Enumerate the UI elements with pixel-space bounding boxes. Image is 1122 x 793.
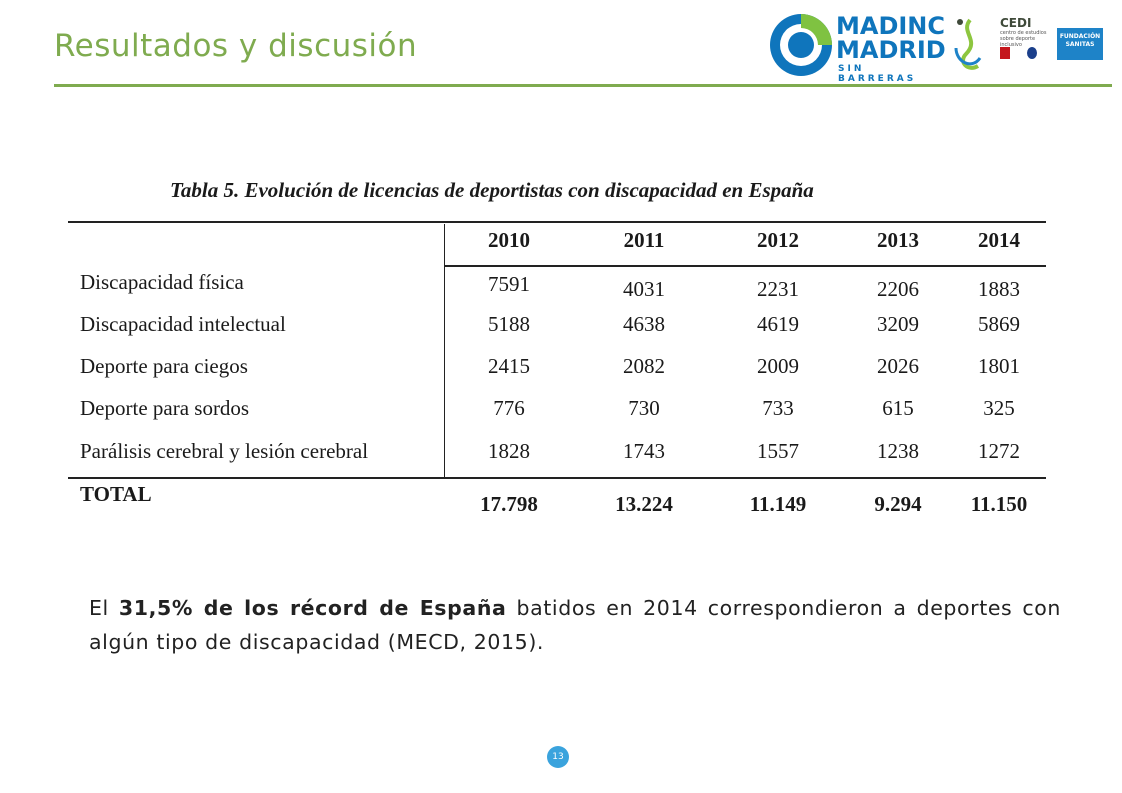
cedi-logo: CEDI centro de estudios sobre deporte in…: [1000, 16, 1056, 68]
table-header-rule: [444, 265, 1046, 267]
table-column-divider: [444, 224, 445, 478]
row-label: Deporte para ciegos: [80, 354, 248, 378]
table-cell: 776: [493, 396, 525, 420]
madinc-line-2: MADRID: [836, 36, 946, 64]
table-cell: 2026: [877, 354, 919, 378]
total-cell: 11.150: [970, 492, 1028, 516]
partner-badges: [1000, 44, 1049, 63]
university-shield-icon: [1000, 47, 1010, 59]
table-cell: 2231: [757, 277, 799, 301]
fundacion-sanitas-logo: FUNDACIÓN SANITAS: [1057, 28, 1103, 60]
total-cell: 11.149: [749, 492, 807, 516]
madinc-tagline: SIN BARRERAS: [838, 64, 917, 84]
cedi-figure-icon: [954, 18, 982, 70]
row-label: Discapacidad física: [80, 270, 244, 294]
body-paragraph: El 31,5% de los récord de España batidos…: [89, 591, 1061, 659]
year-header: 2013: [877, 228, 919, 252]
table-cell: 4619: [757, 312, 799, 336]
table-cell: 730: [628, 396, 660, 420]
table-cell: 1272: [978, 439, 1020, 463]
table-cell: 1883: [978, 277, 1020, 301]
table-cell: 733: [762, 396, 794, 420]
cedi-subtitle: centro de estudios sobre deporte inclusi…: [1000, 30, 1047, 48]
note-highlight: 31,5% de los récord de España: [118, 596, 507, 620]
page-number-badge: 13: [547, 746, 569, 768]
university-seal-icon: [1027, 47, 1038, 59]
table-cell: 4638: [623, 312, 665, 336]
table-cell: 7591: [488, 272, 530, 296]
row-label: Parálisis cerebral y lesión cerebral: [80, 439, 369, 463]
table-cell: 5869: [978, 312, 1020, 336]
year-header: 2011: [623, 228, 665, 252]
table-cell: 1557: [757, 439, 799, 463]
table-cell: 5188: [488, 312, 530, 336]
table-cell: 3209: [877, 312, 919, 336]
table-cell: 615: [882, 396, 914, 420]
madinc-madrid-logo: MADINC MADRID SIN BARRERAS: [768, 12, 946, 84]
table-cell: 2082: [623, 354, 665, 378]
table-cell: 2415: [488, 354, 530, 378]
table-cell: 4031: [623, 277, 665, 301]
sanitas-line-2: SANITAS: [1065, 41, 1095, 48]
year-header: 2014: [978, 228, 1020, 252]
table-cell: 1238: [877, 439, 919, 463]
year-header: 2012: [757, 228, 799, 252]
total-label: TOTAL: [80, 482, 152, 506]
title-divider: [54, 84, 1112, 87]
row-label: Discapacidad intelectual: [80, 312, 286, 336]
total-cell: 17.798: [480, 492, 538, 516]
note-suffix: batidos en 2014 correspondieron a deport…: [89, 596, 1061, 654]
cedi-title: CEDI: [1000, 16, 1032, 30]
note-prefix: El: [89, 596, 119, 620]
row-label: Deporte para sordos: [80, 396, 250, 420]
table-cell: 1801: [978, 354, 1020, 378]
table-caption: Tabla 5. Evolución de licencias de depor…: [170, 178, 814, 202]
table-total-rule: [68, 477, 1046, 479]
year-header: 2010: [488, 228, 530, 252]
table-cell: 2206: [877, 277, 919, 301]
sanitas-line-1: FUNDACIÓN: [1059, 33, 1101, 40]
slide-title: Resultados y discusión: [54, 28, 418, 64]
madinc-logo-icon: [770, 14, 832, 76]
total-cell: 9.294: [874, 492, 922, 516]
madinc-line-1: MADINC: [836, 12, 946, 40]
table-cell: 1828: [488, 439, 530, 463]
table-cell: 2009: [757, 354, 799, 378]
total-cell: 13.224: [615, 492, 673, 516]
table-top-rule: [68, 221, 1046, 223]
table-cell: 325: [983, 396, 1015, 420]
table-cell: 1743: [623, 439, 665, 463]
